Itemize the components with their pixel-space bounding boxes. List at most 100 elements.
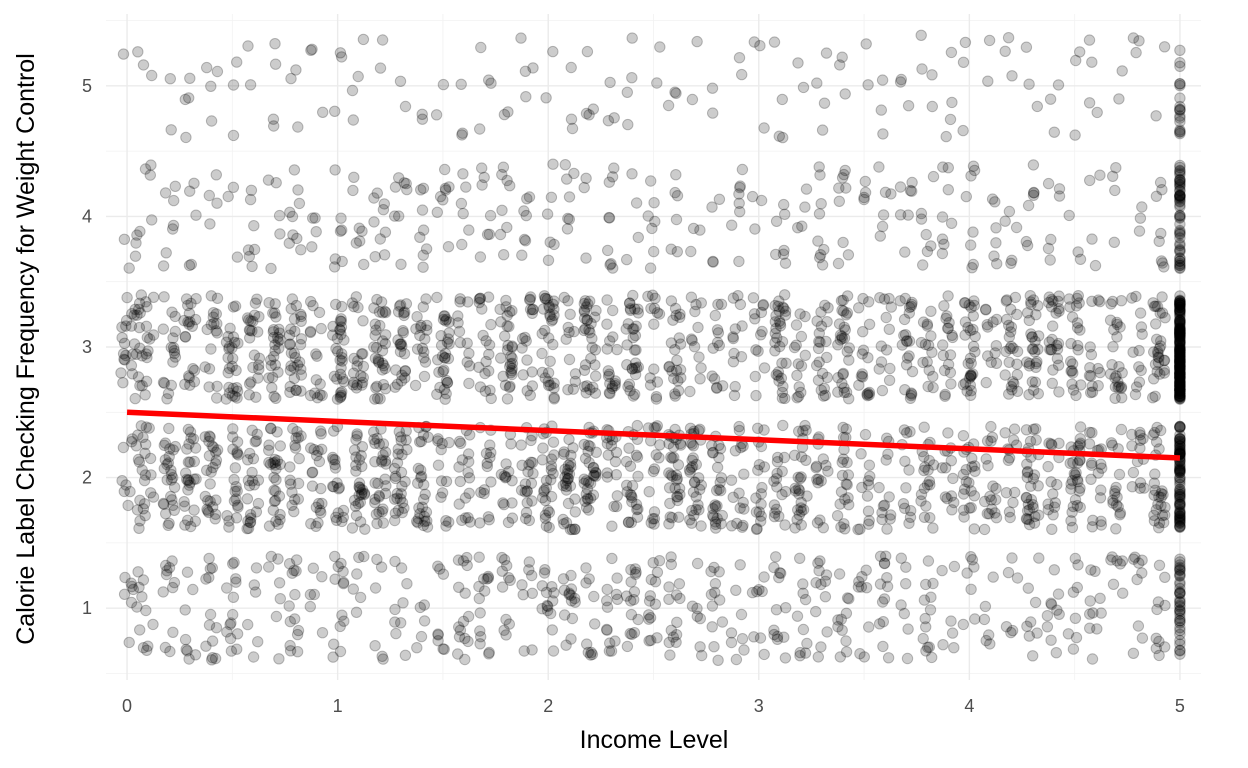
data-point bbox=[394, 346, 407, 358]
data-point bbox=[167, 626, 179, 638]
data-point bbox=[1063, 209, 1075, 222]
data-point bbox=[601, 467, 613, 479]
data-point bbox=[411, 311, 423, 323]
data-point bbox=[183, 372, 196, 384]
data-point bbox=[517, 369, 529, 381]
data-point bbox=[295, 244, 307, 256]
data-point bbox=[140, 348, 152, 360]
data-point bbox=[310, 374, 322, 386]
data-point bbox=[856, 348, 868, 360]
data-point bbox=[736, 320, 748, 332]
data-point bbox=[520, 512, 532, 525]
data-point bbox=[945, 615, 957, 627]
data-point bbox=[748, 308, 761, 320]
data-point bbox=[709, 578, 722, 590]
data-point bbox=[875, 356, 888, 368]
data-point bbox=[670, 589, 683, 601]
data-point bbox=[695, 297, 707, 309]
data-point bbox=[605, 439, 618, 452]
data-point bbox=[245, 315, 257, 327]
data-point bbox=[181, 443, 193, 455]
data-point bbox=[927, 170, 940, 183]
data-point bbox=[779, 519, 791, 531]
data-point bbox=[629, 388, 641, 400]
data-point bbox=[483, 648, 495, 660]
data-point bbox=[228, 556, 240, 569]
data-point bbox=[578, 181, 590, 194]
data-point bbox=[545, 464, 558, 476]
data-point bbox=[541, 604, 554, 617]
data-point bbox=[248, 243, 261, 256]
data-point bbox=[414, 329, 426, 342]
data-point bbox=[694, 224, 706, 236]
data-point bbox=[1022, 513, 1035, 526]
data-point bbox=[707, 342, 719, 354]
data-point bbox=[539, 324, 551, 337]
data-point bbox=[285, 478, 297, 490]
data-point bbox=[547, 467, 559, 480]
data-point bbox=[716, 616, 729, 628]
data-point bbox=[758, 362, 771, 374]
data-point bbox=[562, 295, 574, 307]
data-point bbox=[906, 185, 918, 197]
data-point bbox=[270, 610, 283, 623]
data-point bbox=[579, 323, 591, 335]
data-point bbox=[800, 183, 813, 195]
data-point bbox=[460, 181, 472, 193]
data-point bbox=[1149, 468, 1161, 480]
data-point bbox=[464, 360, 476, 372]
data-point bbox=[389, 514, 401, 527]
data-point bbox=[435, 339, 448, 352]
data-point bbox=[184, 379, 196, 391]
data-point bbox=[673, 482, 686, 495]
data-point bbox=[248, 220, 260, 232]
data-point bbox=[473, 296, 485, 309]
data-point bbox=[241, 312, 254, 324]
data-point bbox=[145, 469, 157, 481]
data-point bbox=[399, 372, 411, 384]
data-point bbox=[372, 392, 384, 404]
data-point bbox=[230, 364, 242, 377]
data-point bbox=[936, 211, 949, 223]
data-point bbox=[1115, 423, 1128, 436]
data-point bbox=[369, 352, 382, 364]
data-point bbox=[734, 298, 747, 311]
data-point bbox=[389, 181, 402, 193]
data-point bbox=[587, 489, 600, 501]
data-point bbox=[347, 379, 359, 391]
data-point bbox=[368, 341, 380, 353]
data-point bbox=[293, 197, 306, 210]
data-point bbox=[902, 100, 915, 112]
data-point bbox=[590, 470, 602, 482]
data-point bbox=[610, 588, 623, 601]
data-point bbox=[409, 379, 422, 392]
data-point bbox=[283, 338, 296, 351]
data-point bbox=[457, 555, 470, 567]
data-point bbox=[131, 601, 143, 613]
data-point bbox=[813, 327, 825, 339]
data-point bbox=[895, 552, 907, 564]
data-point bbox=[857, 326, 869, 338]
data-point bbox=[669, 302, 682, 315]
data-point bbox=[252, 326, 264, 338]
data-point bbox=[395, 466, 408, 479]
data-point bbox=[538, 290, 551, 302]
data-point bbox=[1053, 290, 1065, 302]
data-point bbox=[273, 342, 285, 354]
data-point bbox=[578, 473, 590, 485]
data-point bbox=[727, 292, 740, 304]
data-point bbox=[227, 443, 239, 455]
data-point bbox=[523, 514, 535, 527]
data-point bbox=[395, 375, 408, 387]
data-point bbox=[286, 293, 299, 305]
data-point bbox=[201, 464, 213, 476]
data-point bbox=[396, 369, 408, 381]
data-point bbox=[199, 431, 211, 443]
data-point bbox=[663, 361, 675, 373]
data-point bbox=[649, 598, 662, 610]
data-point bbox=[926, 69, 938, 81]
data-point bbox=[665, 551, 677, 563]
data-point bbox=[376, 454, 388, 466]
data-point bbox=[628, 586, 641, 598]
data-point bbox=[707, 256, 719, 268]
